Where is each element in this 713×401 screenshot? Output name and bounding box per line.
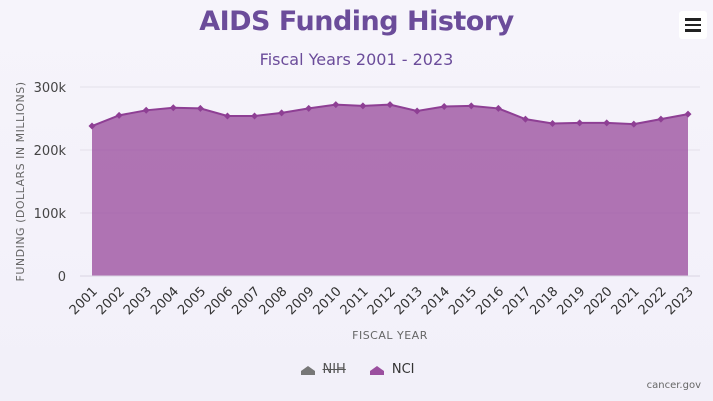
data-point — [684, 110, 692, 118]
data-point — [88, 122, 96, 130]
legend-label-nih: NIH — [322, 362, 346, 377]
data-point — [278, 109, 286, 117]
x-tick-label: 2020 — [582, 284, 616, 318]
y-axis-title: FUNDING (DOLLARS IN MILLIONS) — [14, 81, 27, 281]
x-tick-label: 2005 — [175, 284, 209, 318]
x-tick-label: 2018 — [527, 284, 561, 318]
data-point — [549, 120, 557, 128]
x-tick-label: 2012 — [365, 284, 399, 318]
x-tick-label: 2017 — [500, 284, 534, 318]
x-tick-label: 2004 — [148, 284, 182, 318]
x-tick-label: 2016 — [473, 284, 507, 318]
legend-label-nci: NCI — [391, 362, 415, 377]
data-point — [440, 103, 448, 111]
data-point — [494, 104, 502, 112]
x-axis-title: FISCAL YEAR — [352, 329, 428, 342]
data-point — [115, 111, 123, 119]
data-point — [196, 104, 204, 112]
data-point — [657, 115, 665, 123]
series-area-nci — [92, 104, 688, 276]
x-tick-label: 2009 — [284, 284, 318, 318]
data-point — [169, 104, 177, 112]
x-tick-label: 2023 — [663, 284, 697, 318]
x-tick-label: 2019 — [554, 284, 588, 318]
data-point — [142, 106, 150, 114]
y-tick-label: 300k — [34, 81, 67, 96]
y-tick-label: 200k — [34, 144, 67, 159]
x-tick-label: 2008 — [256, 284, 290, 318]
data-point — [521, 115, 529, 123]
x-tick-label: 2001 — [67, 284, 101, 318]
data-point — [630, 120, 638, 128]
legend-nih-symbol-icon — [300, 365, 315, 375]
chart-menu-button[interactable] — [679, 11, 707, 39]
x-tick-label: 2011 — [338, 284, 372, 318]
x-tick-label: 2006 — [202, 284, 236, 318]
data-point — [603, 119, 611, 127]
y-tick-label: 0 — [58, 270, 66, 285]
data-point — [332, 101, 340, 109]
data-point — [223, 112, 231, 120]
chart-subtitle: Fiscal Years 2001 - 2023 — [259, 50, 454, 69]
chart-title: AIDS Funding History — [199, 6, 514, 37]
data-point — [386, 101, 394, 109]
x-tick-label: 2021 — [609, 284, 643, 318]
x-tick-label: 2014 — [419, 284, 453, 318]
data-point — [305, 104, 313, 112]
credits-link[interactable]: cancer.gov — [646, 380, 701, 391]
data-point — [251, 112, 259, 120]
hamburger-menu-icon — [685, 18, 701, 21]
x-tick-label: 2022 — [636, 284, 670, 318]
x-tick-label: 2003 — [121, 284, 155, 318]
legend-item-nih[interactable]: NIH — [299, 362, 346, 377]
legend-nci-symbol-icon — [369, 365, 384, 375]
data-point — [467, 102, 475, 110]
chart-legend: NIH NCI — [0, 362, 713, 377]
x-tick-label: 2015 — [446, 284, 480, 318]
x-tick-label: 2013 — [392, 284, 426, 318]
data-point — [359, 102, 367, 110]
data-point — [413, 107, 421, 115]
x-tick-label: 2010 — [311, 284, 345, 318]
legend-item-nci[interactable]: NCI — [368, 362, 415, 377]
y-tick-label: 100k — [34, 207, 67, 222]
data-point — [576, 119, 584, 127]
x-tick-label: 2007 — [229, 284, 263, 318]
x-tick-label: 2002 — [94, 284, 128, 318]
